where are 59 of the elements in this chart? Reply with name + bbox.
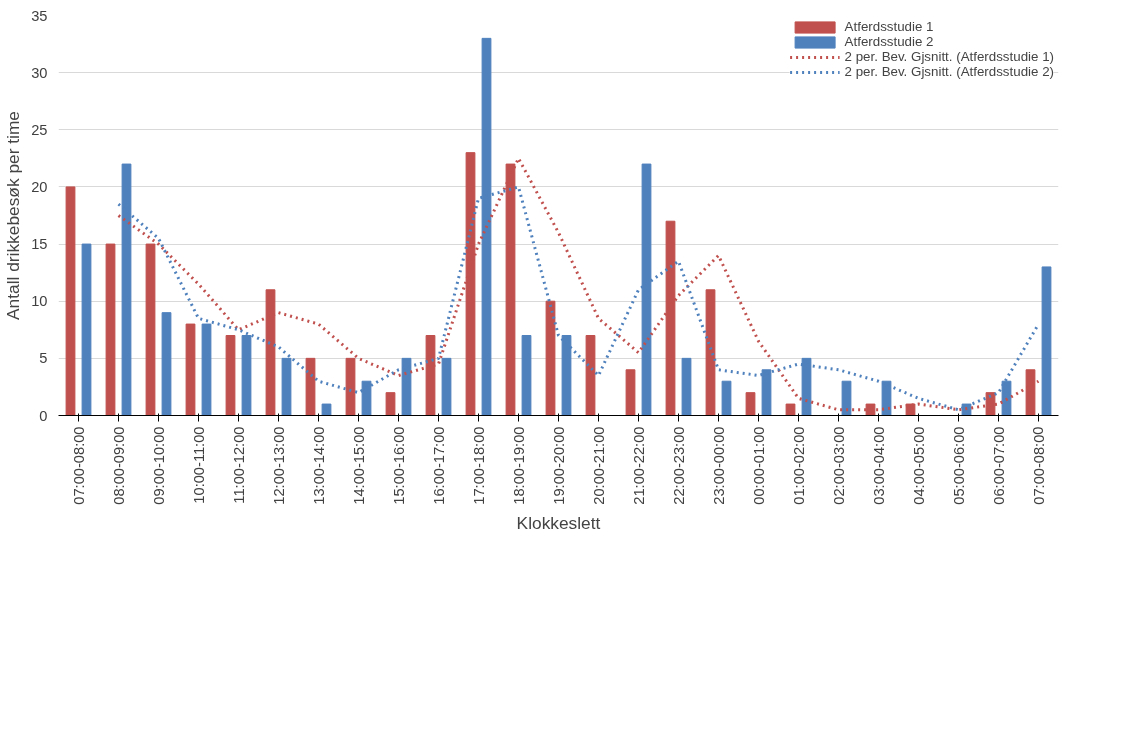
bar [841,380,852,416]
x-tick-label: 14:00-15:00 [350,426,367,505]
bar [185,323,196,416]
x-tick-label: 04:00-05:00 [910,426,927,505]
bar [81,243,92,416]
legend-label: 2 per. Bev. Gjsnitt. (Atferdsstudie 2) [844,64,1054,79]
bar [681,357,692,416]
y-tick-label: 0 [39,407,48,424]
y-axis-title: Antall drikkebesøk per time [3,111,24,320]
bar [545,300,556,416]
x-tick-label: 17:00-18:00 [470,426,487,505]
x-tick-label: 00:00-01:00 [750,426,767,505]
x-tick-label: 23:00-00:00 [710,426,727,505]
bar [225,335,236,416]
bar [65,186,76,416]
x-tick-label: 11:00-12:00 [230,426,247,504]
x-tick-label: 19:00-20:00 [550,426,567,505]
x-tick-label: 08:00-09:00 [110,426,127,505]
bar [321,403,332,416]
x-tick-label: 12:00-13:00 [270,426,287,505]
x-tick-label: 01:00-02:00 [790,426,807,505]
x-tick-label: 03:00-04:00 [870,426,887,505]
x-tick-label: 22:00-23:00 [670,426,687,505]
x-axis-title: Klokkeslett [516,512,601,533]
x-tick-label: 09:00-10:00 [150,426,167,505]
bar [705,289,716,416]
y-tick-label: 30 [31,64,48,81]
bar [785,403,796,416]
bar [745,392,756,416]
legend-label: Atferdsstudie 2 [844,34,934,49]
legend-label: 2 per. Bev. Gjsnitt. (Atferdsstudie 1) [844,49,1054,64]
x-tick-label: 16:00-17:00 [430,426,447,505]
x-tick-label: 20:00-21:00 [590,426,607,505]
x-tick-label: 07:00-08:00 [1030,426,1047,505]
x-tick-label: 05:00-06:00 [950,426,967,505]
legend-label: Atferdsstudie 1 [844,19,934,34]
x-tick-label: 07:00-08:00 [70,426,87,505]
y-tick-label: 25 [31,121,48,138]
x-tick-label: 15:00-16:00 [390,426,407,505]
x-tick-label: 02:00-03:00 [830,426,847,505]
bar [161,312,172,416]
x-tick-label: 10:00-11:00 [190,426,207,504]
bar [1041,266,1052,416]
y-tick-label: 5 [39,350,48,367]
y-tick-label: 35 [31,7,48,24]
bar [105,243,116,416]
bar [385,392,396,416]
bar [721,380,732,416]
y-tick-label: 20 [31,178,48,195]
x-tick-label: 21:00-22:00 [630,426,647,505]
bar [305,357,316,416]
x-tick-label: 13:00-14:00 [310,426,327,505]
y-tick-label: 15 [31,236,48,253]
y-tick-label: 10 [31,293,48,310]
x-tick-label: 06:00-07:00 [990,426,1007,505]
bar [521,335,532,416]
bar [625,369,636,416]
bar [585,335,596,416]
x-tick-label: 18:00-19:00 [510,426,527,505]
